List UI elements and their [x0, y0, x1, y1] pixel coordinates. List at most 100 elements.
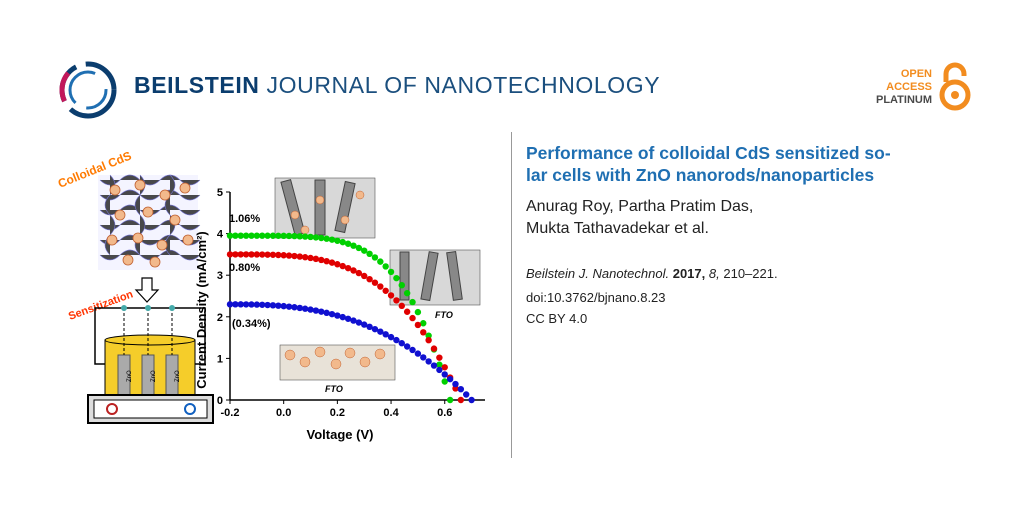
data-point: [237, 301, 244, 308]
zno-label-2: ZnO: [151, 370, 157, 382]
article-title-line2: lar cells with ZnO nanorods/nanoparticle…: [526, 165, 875, 185]
data-point: [318, 234, 325, 242]
data-point: [425, 358, 432, 365]
data-point: [441, 371, 448, 378]
data-point: [259, 301, 266, 308]
data-point: [237, 232, 244, 239]
y-axis-label: Current Density (mA/cm²): [194, 231, 209, 388]
open-access-badge: OPEN ACCESS PLATINUM: [866, 58, 976, 114]
data-point: [355, 269, 363, 277]
data-point: [226, 301, 234, 308]
data-point: [414, 350, 422, 357]
zno-label-1: ZnO: [127, 370, 133, 382]
data-point: [398, 281, 405, 289]
article-title[interactable]: Performance of colloidal CdS sensitized …: [526, 142, 976, 186]
data-point: [350, 267, 357, 274]
data-point: [430, 362, 438, 369]
doi[interactable]: doi:10.3762/bjnano.8.23: [526, 290, 666, 305]
fto-label-bottom: FTO: [325, 384, 343, 394]
data-point: [436, 361, 443, 368]
data-point: [414, 321, 422, 329]
data-point: [350, 317, 357, 324]
eff-label-blue: (0.34%): [232, 318, 271, 330]
data-point: [296, 253, 303, 260]
x-tick-label: 0.0: [276, 407, 291, 419]
vertical-divider: [511, 132, 512, 458]
data-point: [232, 232, 239, 239]
x-tick-label: 0.2: [330, 407, 345, 419]
data-point: [280, 232, 287, 240]
data-point: [307, 233, 314, 241]
data-point: [430, 345, 438, 352]
data-point: [242, 251, 250, 258]
data-point: [232, 301, 239, 308]
data-point: [382, 287, 389, 294]
data-point: [409, 314, 416, 322]
series-e00000: [226, 251, 465, 404]
y-tick-label: 3: [217, 270, 223, 282]
data-point: [339, 238, 346, 246]
data-point: [387, 292, 395, 299]
data-point: [323, 257, 330, 265]
data-point: [301, 305, 309, 312]
data-point: [323, 309, 330, 317]
data-point: [307, 306, 314, 313]
data-point: [242, 232, 250, 239]
data-point: [269, 251, 277, 258]
data-point: [301, 254, 309, 261]
data-point: [371, 325, 379, 333]
data-point: [285, 232, 293, 240]
y-tick-label: 0: [217, 395, 223, 407]
data-point: [361, 247, 368, 254]
authors-line2: Mukta Tathavadekar et al.: [526, 220, 709, 237]
data-point: [377, 258, 384, 265]
journal-name-rest: JOURNAL OF NANOTECHNOLOGY: [266, 72, 661, 98]
data-point: [334, 237, 341, 244]
data-point: [301, 233, 309, 240]
data-point: [275, 251, 282, 259]
data-point: [226, 232, 234, 239]
data-point: [366, 275, 373, 283]
data-point: [393, 336, 400, 344]
data-point: [382, 263, 389, 270]
oa-access-label: ACCESS: [886, 81, 932, 93]
data-point: [361, 272, 368, 280]
y-tick-label: 1: [217, 353, 223, 365]
data-point: [291, 252, 298, 260]
data-point: [425, 332, 432, 339]
eff-label-red: 0.80%: [229, 262, 260, 274]
x-axis-label: Voltage (V): [307, 427, 374, 442]
data-point: [318, 256, 325, 264]
data-point: [334, 312, 341, 319]
citation: Beilstein J. Nanotechnol. 2017, 8, 210–2…: [526, 266, 976, 281]
data-point: [361, 321, 368, 328]
data-point: [339, 262, 346, 270]
data-point: [323, 235, 330, 242]
data-point: [441, 364, 448, 371]
data-point: [403, 289, 411, 297]
data-point: [318, 308, 325, 315]
data-point: [355, 244, 363, 252]
article-title-line1: Performance of colloidal CdS sensitized …: [526, 143, 891, 163]
data-point: [275, 232, 282, 239]
data-point: [446, 375, 454, 383]
oa-open-label: OPEN: [900, 68, 932, 80]
data-point: [253, 301, 261, 308]
y-tick-label: 4: [217, 229, 224, 241]
data-point: [366, 323, 373, 331]
data-point: [387, 333, 395, 341]
data-point: [377, 328, 384, 335]
electrode-setup: ZnO ZnO ZnO: [87, 305, 214, 424]
data-point: [409, 346, 416, 354]
data-point: [414, 308, 422, 316]
data-point: [409, 298, 416, 306]
data-point: [280, 302, 287, 310]
data-point: [441, 378, 448, 385]
data-point: [312, 307, 320, 314]
data-point: [355, 319, 363, 326]
data-point: [344, 315, 352, 322]
x-tick-label: 0.4: [383, 407, 399, 419]
data-point: [269, 302, 277, 309]
data-point: [253, 232, 261, 239]
y-tick-label: 2: [217, 312, 223, 324]
